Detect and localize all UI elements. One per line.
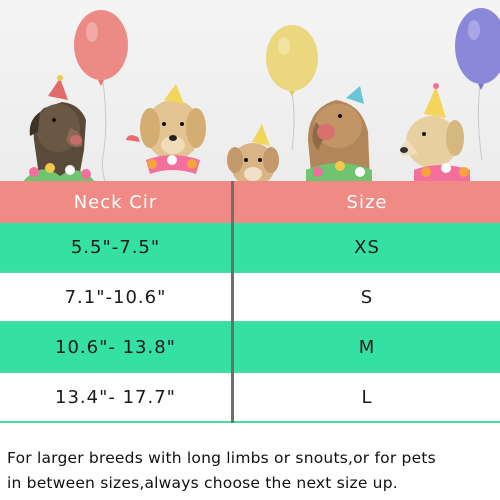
dog-labrador — [400, 83, 470, 183]
balloon-red — [74, 10, 128, 86]
party-dogs-banner — [0, 0, 500, 183]
size-value: XS — [354, 236, 380, 258]
header-neck-cir: Neck Cir — [73, 191, 158, 213]
header-size: Size — [346, 191, 388, 213]
table-row: 13.4"- 17.7" L — [0, 373, 500, 423]
table-row: 7.1"-10.6" S — [0, 273, 500, 323]
dog-golden-retriever — [126, 84, 206, 174]
neck-cir-value: 7.1"-10.6" — [64, 286, 167, 308]
party-dogs-illustration — [22, 8, 500, 183]
balloon-purple — [455, 8, 500, 90]
column-divider — [231, 181, 234, 423]
sizing-note-line-1: For larger breeds with long limbs or sno… — [7, 449, 436, 467]
size-value: S — [360, 286, 374, 308]
balloon-yellow — [266, 25, 318, 96]
neck-cir-value: 5.5"-7.5" — [70, 236, 161, 258]
table-row: 5.5"-7.5" XS — [0, 223, 500, 273]
table-header-row: Neck Cir Size — [0, 181, 500, 223]
table-row: 10.6"- 13.8" M — [0, 323, 500, 373]
neck-cir-value: 10.6"- 13.8" — [55, 336, 176, 358]
sizing-note: For larger breeds with long limbs or sno… — [7, 446, 497, 496]
dog-shaggy-terrier — [306, 86, 372, 183]
dog-brindle — [22, 75, 96, 183]
sizing-note-line-2: in between sizes,always choose the next … — [7, 474, 398, 492]
neck-cir-value: 13.4"- 17.7" — [55, 386, 176, 408]
size-value: L — [361, 386, 373, 408]
size-value: M — [358, 336, 376, 358]
size-chart-table: Neck Cir Size 5.5"-7.5" XS 7.1"-10.6" S … — [0, 181, 500, 423]
dog-small-tan — [227, 124, 279, 183]
